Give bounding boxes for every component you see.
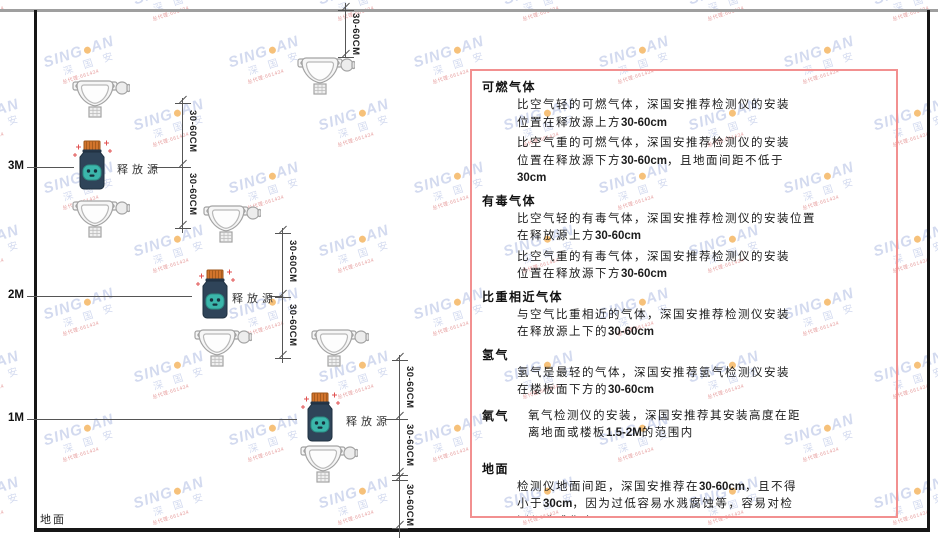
info-panel: 可燃气体 比空气轻的可燃气体，深国安推荐检测仪的安装 位置在释放源上方30-60… xyxy=(470,69,898,518)
section-paragraph: 与空气比重相近的气体，深国安推荐检测仪安装 在释放源上下的30-60cm xyxy=(517,308,790,339)
connector-3m xyxy=(152,167,183,168)
section-paragraph: 检测仪地面间距，深国安推荐在30-60cm，且不得 小于30cm，因为过低容易水… xyxy=(517,480,798,517)
dimension-label: 30-60CM xyxy=(404,484,415,527)
gas-detector-icon xyxy=(300,441,359,483)
panel-section-toxic: 有毒气体 比空气轻的有毒气体，深国安推荐检测仪的安装位置 在释放源上方30-60… xyxy=(482,193,886,284)
height-label-3m: 3M xyxy=(8,160,24,172)
left-wall-line xyxy=(34,10,37,531)
dimension-label: 30-60CM xyxy=(404,424,415,467)
height-tick-2m xyxy=(27,296,192,297)
height-label-1m: 1M xyxy=(8,412,24,424)
section-paragraph: 比空气轻的可燃气体，深国安推荐检测仪的安装 位置在释放源上方30-60cm xyxy=(517,99,790,129)
dimension-label: 30-60CM xyxy=(187,173,198,216)
section-heading: 地面 xyxy=(482,461,510,476)
dimension-label: 30-60CM xyxy=(287,240,298,283)
section-heading: 有毒气体 xyxy=(482,193,537,208)
panel-section-oxygen: 氧气 氧气检测仪的安装，深国安推荐其安装高度在距 离地面或楼板1.5-2M的范围… xyxy=(482,403,886,446)
gas-detector-icon xyxy=(72,76,131,118)
panel-section-ground: 地面 检测仪地面间距，深国安推荐在30-60cm，且不得 小于30cm，因为过低… xyxy=(482,461,886,517)
gas-detector-icon xyxy=(311,325,370,367)
ceiling-line xyxy=(0,9,938,12)
section-paragraph: 氢气是最轻的气体，深国安推荐氢气检测仪安装 在楼板面下方的30-60cm xyxy=(517,366,790,397)
section-heading: 可燃气体 xyxy=(482,80,537,94)
gas-detector-icon xyxy=(297,53,356,95)
release-source-label: 释放源 xyxy=(346,416,391,428)
release-source-icon xyxy=(191,268,239,320)
height-label-2m: 2M xyxy=(8,289,24,301)
height-tick-3m xyxy=(27,167,74,168)
dimension-line-top xyxy=(345,3,346,57)
gas-detector-icon xyxy=(203,201,262,243)
panel-section-hydrogen: 氢气 氢气是最轻的气体，深国安推荐氢气检测仪安装 在楼板面下方的30-60cm xyxy=(482,347,886,400)
release-source-icon xyxy=(296,391,344,443)
section-heading: 氢气 xyxy=(482,347,510,362)
panel-section-similar-density: 比重相近气体 与空气比重相近的气体，深国安推荐检测仪安装 在释放源上下的30-6… xyxy=(482,289,886,342)
section-heading: 氧气 xyxy=(482,408,510,423)
dimension-line-1m xyxy=(399,355,400,538)
dimension-label: 30-60CM xyxy=(287,304,298,347)
gas-detector-icon xyxy=(72,196,131,238)
dimension-line-2m xyxy=(282,228,283,363)
section-paragraph: 氧气检测仪的安装，深国安推荐其安装高度在距 离地面或楼板1.5-2M的范围内 xyxy=(528,409,801,440)
height-tick-1m xyxy=(27,419,297,420)
dimension-label: 30-60CM xyxy=(350,13,361,56)
ground-label: 地面 xyxy=(40,514,66,526)
right-wall-line xyxy=(927,10,930,531)
panel-section-combustible: 可燃气体 比空气轻的可燃气体，深国安推荐检测仪的安装 位置在释放源上方30-60… xyxy=(482,79,886,188)
release-source-icon xyxy=(68,139,116,191)
ground-line xyxy=(34,528,930,532)
gas-detector-icon xyxy=(194,325,253,367)
release-source-label: 释放源 xyxy=(117,164,162,176)
dimension-label: 30-60CM xyxy=(404,366,415,409)
dimension-line-3m xyxy=(182,98,183,233)
section-paragraph: 比空气重的可燃气体，深国安推荐检测仪的安装 位置在释放源下方30-60cm，且地… xyxy=(517,137,790,184)
section-paragraph: 比空气重的有毒气体，深国安推荐检测仪的安装 位置在释放源下方30-60cm xyxy=(517,250,790,281)
section-paragraph: 比空气轻的有毒气体，深国安推荐检测仪的安装位置 在释放源上方30-60cm xyxy=(517,212,816,243)
dimension-label: 30-60CM xyxy=(187,110,198,153)
section-heading: 比重相近气体 xyxy=(482,289,564,304)
release-source-label: 释放源 xyxy=(232,293,277,305)
